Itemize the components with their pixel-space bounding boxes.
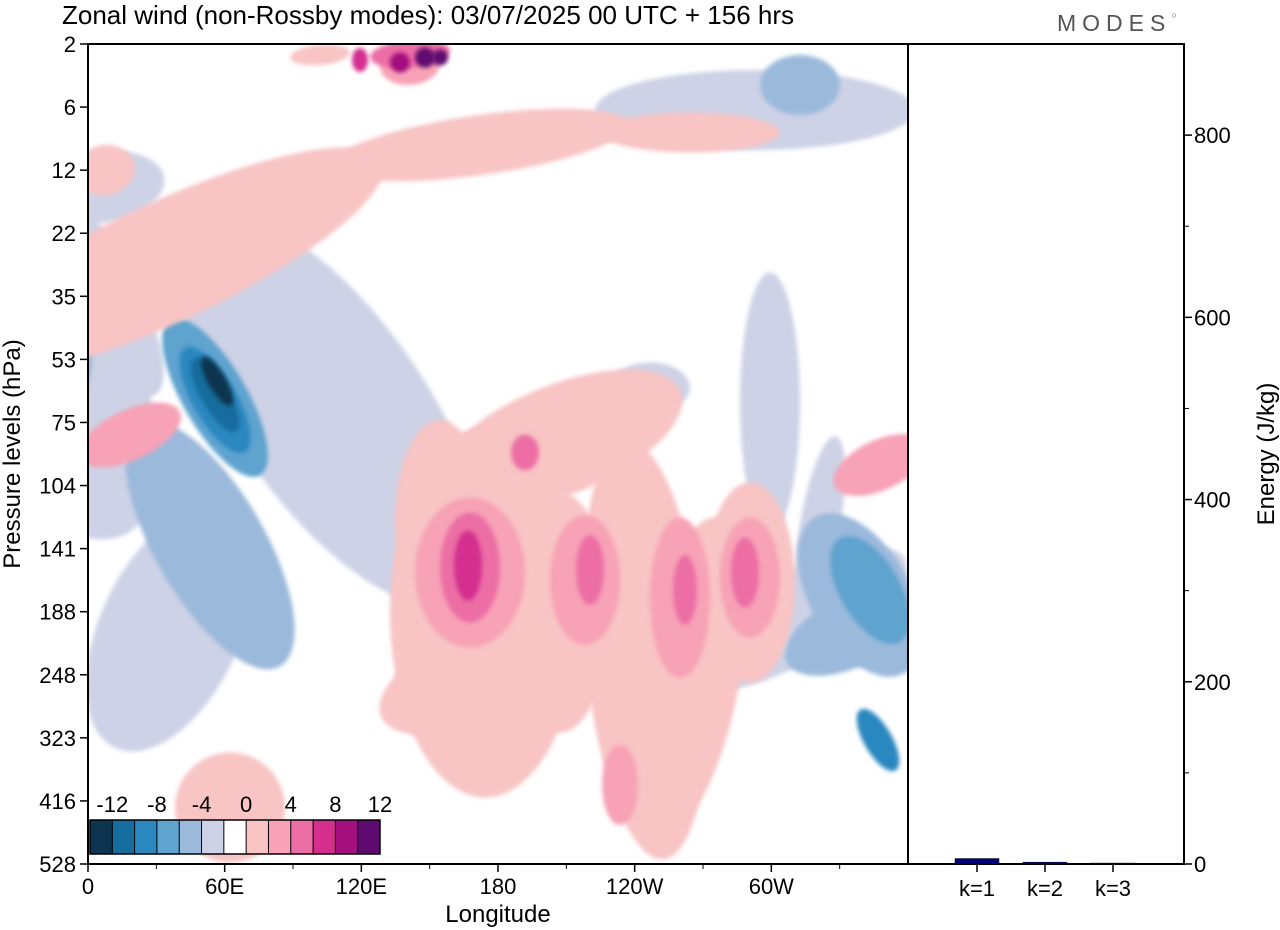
colorbar-swatch [134,820,157,854]
longitude-axis: 0 60E 120E 180 120W 60W [82,864,841,899]
y-tick-label: 416 [39,789,76,814]
contour-region [673,555,697,625]
registered-mark-icon: ○ [1171,10,1177,20]
contour-region [352,48,368,72]
contour-region [833,434,908,496]
contour-region [511,434,539,471]
y-axis-title: Pressure levels (hPa) [0,339,26,568]
colorbar-label: -4 [192,792,212,817]
colorbar-swatch [313,820,336,854]
colorbar-swatch [290,820,314,854]
colorbar-label: 0 [240,792,252,817]
contour-region [856,708,900,772]
energy-category-label: k=2 [1027,876,1063,901]
x-tick-label: 120E [336,874,387,899]
energy-border [907,43,1185,865]
x-tick-label: 60E [205,874,244,899]
energy-category-label: k=1 [959,876,995,901]
energy-tick-label: 600 [1194,305,1231,330]
heatmap-field [88,44,908,863]
colorbar: -12 -8 -4 0 4 8 12 [89,792,392,855]
contour-region [200,356,234,406]
colorbar-swatch [357,820,380,854]
x-tick-label: 60W [749,874,794,899]
contour-region [125,420,295,670]
x-tick-label: 0 [82,874,94,899]
energy-bar-k=3 [1090,862,1136,865]
colorbar-swatch [90,820,113,854]
contour-region [331,108,629,182]
colorbar-label: 4 [285,792,297,817]
contour-region [88,402,181,468]
energy-bar-k=2 [1022,861,1068,865]
energy-tick-label: 0 [1194,852,1206,877]
energy-tick-label: 200 [1194,670,1231,695]
y-tick-label: 12 [52,158,76,183]
contour-region [432,49,448,66]
colorbar-label: -12 [96,792,128,817]
colorbar-swatch [268,820,291,854]
contour-region [415,47,435,68]
chart-title: Zonal wind (non-Rossby modes): 03/07/202… [62,0,794,30]
contour-region [437,369,683,511]
colorbar-swatch [335,820,358,854]
colorbar-swatch [156,820,180,854]
colorbar-swatch [246,820,269,854]
colorbar-label: 12 [368,792,392,817]
energy-axis-title: Energy (J/kg) [1253,383,1280,526]
contour-region [190,357,240,433]
y-tick-label: 6 [64,95,76,120]
y-tick-label: 323 [39,726,76,751]
contour-region [731,537,759,608]
contour-region [602,745,638,825]
y-tick-label: 141 [39,537,76,562]
colorbar-border [89,819,381,855]
energy-bar-chart: 0 200 400 600 800 k=1 k=2 k=3 [907,43,1231,901]
contour-region [88,147,384,378]
colorbar-swatch [179,820,202,854]
contour-region [390,52,410,73]
y-tick-label: 35 [52,284,76,309]
y-tick-label: 104 [39,474,76,499]
colorbar-label: -8 [147,792,167,817]
contour-region [760,55,840,115]
y-tick-label: 53 [52,347,76,372]
contour-region [740,272,800,533]
y-tick-label: 75 [52,410,76,435]
colorbar-label: 8 [329,792,341,817]
contour-region [830,535,908,645]
energy-tick-label: 800 [1194,123,1231,148]
modes-logo: MODES○ [1057,10,1177,37]
energy-category-label: k=3 [1095,876,1131,901]
y-tick-label: 22 [52,221,76,246]
pressure-axis: 2 6 12 22 35 53 75 104 141 188 248 323 416 528 [39,32,88,877]
colorbar-swatch [223,820,247,854]
colorbar-swatch [201,820,224,854]
contour-region [454,530,482,601]
contour-region [290,44,350,66]
y-tick-label: 2 [64,32,76,57]
contour-region [88,144,135,196]
contour-region [600,112,780,153]
energy-bar-k=1 [954,858,1000,865]
y-tick-label: 188 [39,600,76,625]
x-axis-title: Longitude [445,901,550,928]
logo-text: MODES [1057,10,1172,36]
contour-region [576,535,604,605]
y-tick-label: 528 [39,852,76,877]
x-tick-label: 120W [606,874,664,899]
colorbar-swatch [112,820,135,854]
energy-tick-label: 400 [1194,488,1231,513]
y-tick-label: 248 [39,663,76,688]
x-tick-label: 180 [480,874,517,899]
